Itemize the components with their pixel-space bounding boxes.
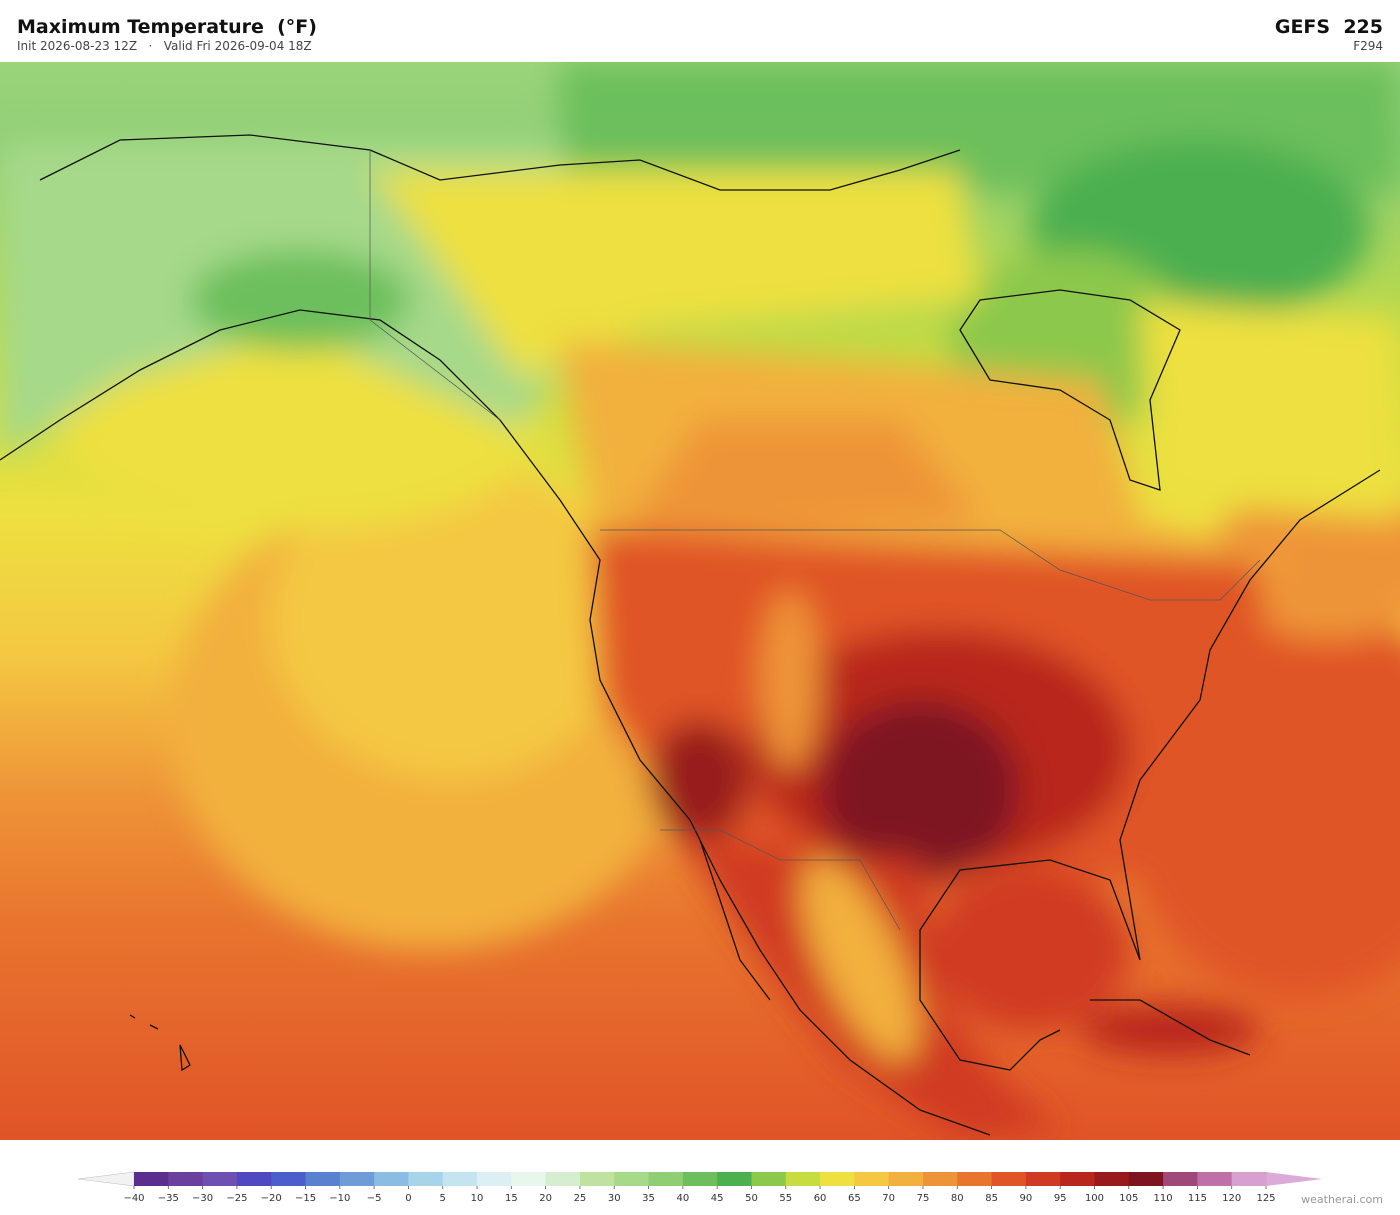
- colorbar-bin: [202, 1172, 238, 1186]
- temperature-map: [0, 62, 1400, 1140]
- colorbar-bin: [477, 1172, 512, 1186]
- colorbar: −40 −35 −30 −25 −20 −15 −10 −5 0 5 10 15 20 25 30 35 40 4…: [77, 1171, 1322, 1204]
- colorbar-tick-label: −20: [261, 1193, 282, 1204]
- colorbar-tick-label: 95: [1054, 1193, 1067, 1204]
- colorbar-bin: [339, 1172, 375, 1186]
- colorbar-bin: [134, 1172, 169, 1186]
- colorbar-tick-label: 115: [1188, 1193, 1207, 1204]
- colorbar-bin: [648, 1172, 684, 1186]
- colorbar-bin: [1231, 1172, 1267, 1186]
- colorbar-over: [1266, 1172, 1322, 1186]
- colorbar-bin: [579, 1172, 615, 1186]
- colorbar-tick-label: 110: [1154, 1193, 1173, 1204]
- colorbar-bin: [888, 1172, 924, 1186]
- colorbar-tick-label: 50: [745, 1193, 758, 1204]
- colorbar-tick-label: −5: [367, 1193, 382, 1204]
- colorbar-tick-label: −10: [329, 1193, 350, 1204]
- colorbar-tick-label: 120: [1222, 1193, 1241, 1204]
- colorbar-tick-label: 10: [471, 1193, 484, 1204]
- subtitle: Init 2026-08-23 12Z · Valid Fri 2026-09-…: [17, 39, 312, 53]
- colorbar-bin: [751, 1172, 787, 1186]
- colorbar-tick-label: 75: [917, 1193, 930, 1204]
- colorbar-tick-label: 30: [608, 1193, 621, 1204]
- colorbar-tick-label: 125: [1256, 1193, 1275, 1204]
- colorbar-bin: [1128, 1172, 1164, 1186]
- colorbar-bin: [614, 1172, 650, 1186]
- colorbar-tick-label: 20: [539, 1193, 552, 1204]
- colorbar-bin: [1094, 1172, 1130, 1186]
- colorbar-bin: [991, 1172, 1027, 1186]
- colorbar-tick-label: 5: [440, 1193, 446, 1204]
- colorbar-tick-label: 90: [1020, 1193, 1033, 1204]
- colorbar-bin: [1197, 1172, 1233, 1186]
- colorbar-bin: [820, 1172, 855, 1186]
- colorbar-bin: [785, 1172, 821, 1186]
- colorbar-tick-label: 35: [642, 1193, 655, 1204]
- colorbar-bin: [717, 1172, 752, 1186]
- colorbar-bin: [922, 1172, 958, 1186]
- colorbar-tick-label: 65: [848, 1193, 861, 1204]
- colorbar-bin: [236, 1172, 272, 1186]
- colorbar-bin: [305, 1172, 341, 1186]
- colorbar-tick-label: 70: [882, 1193, 895, 1204]
- colorbar-tick-label: −35: [158, 1193, 179, 1204]
- colorbar-tick-label: 105: [1119, 1193, 1138, 1204]
- colorbar-under: [77, 1171, 135, 1187]
- borders: [369, 150, 1261, 931]
- colorbar-tick-label: 100: [1085, 1193, 1104, 1204]
- colorbar-bin: [957, 1172, 993, 1186]
- colorbar-tick-label: 85: [985, 1193, 998, 1204]
- colorbar-tick-label: −25: [226, 1193, 247, 1204]
- credit: weatherai.com: [1301, 1193, 1383, 1206]
- colorbar-tick-label: 45: [711, 1193, 724, 1204]
- colorbar-tick-label: 60: [814, 1193, 827, 1204]
- forecast-hour: F294: [1353, 39, 1383, 53]
- model-label: GEFS 225: [1274, 16, 1383, 38]
- colorbar-tick-label: 0: [405, 1193, 411, 1204]
- temperature-field: [0, 62, 1400, 1140]
- colorbar-tick-label: −40: [123, 1193, 144, 1204]
- colorbar-bin: [374, 1172, 409, 1186]
- colorbar-bin: [854, 1172, 890, 1186]
- title: Maximum Temperature (°F): [17, 16, 317, 38]
- colorbar-tick-label: 80: [951, 1193, 964, 1204]
- colorbar-tick-label: −15: [295, 1193, 316, 1204]
- colorbar-bin: [682, 1172, 718, 1186]
- colorbar-bin: [1163, 1172, 1198, 1186]
- colorbar-tick-label: 40: [676, 1193, 689, 1204]
- colorbar-tick-label: −30: [192, 1193, 213, 1204]
- colorbar-bin: [1060, 1172, 1095, 1186]
- colorbar-bin: [442, 1172, 478, 1186]
- colorbar-bin: [511, 1172, 547, 1186]
- colorbar-bin: [408, 1172, 444, 1186]
- colorbar-tick-label: 15: [505, 1193, 518, 1204]
- colorbar-tick-label: 55: [779, 1193, 792, 1204]
- colorbar-tick-label: 25: [574, 1193, 587, 1204]
- colorbar-bin: [168, 1172, 204, 1186]
- colorbar-bin: [545, 1172, 581, 1186]
- colorbar-bin: [1025, 1172, 1061, 1186]
- colorbar-bin: [271, 1172, 307, 1186]
- coastlines: [0, 134, 1381, 1136]
